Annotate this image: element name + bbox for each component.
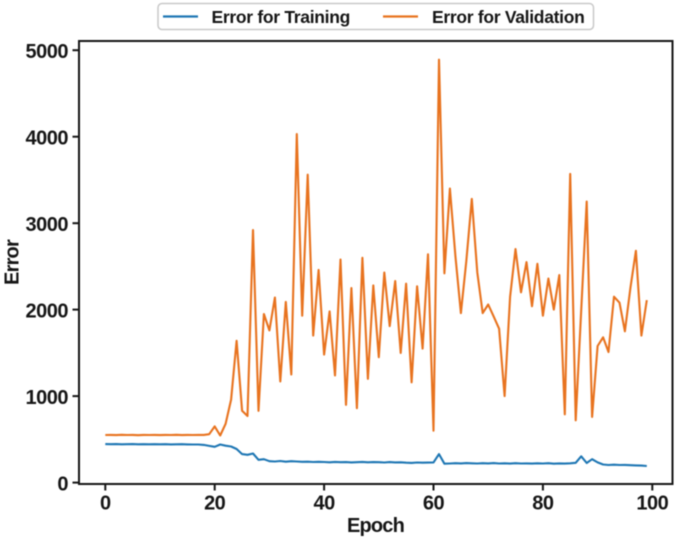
svg-text:0: 0 <box>100 493 111 515</box>
svg-text:Error: Error <box>2 239 24 285</box>
svg-text:80: 80 <box>532 493 554 515</box>
svg-text:20: 20 <box>204 493 226 515</box>
svg-text:Error for Training: Error for Training <box>212 7 351 27</box>
svg-text:100: 100 <box>636 493 668 515</box>
svg-text:1000: 1000 <box>26 387 69 409</box>
svg-text:4000: 4000 <box>26 128 69 150</box>
svg-text:5000: 5000 <box>26 41 69 63</box>
svg-text:0: 0 <box>57 474 68 496</box>
svg-text:3000: 3000 <box>26 214 69 236</box>
svg-text:Epoch: Epoch <box>347 515 404 536</box>
svg-text:Error for Validation: Error for Validation <box>432 7 585 27</box>
svg-text:2000: 2000 <box>26 301 69 323</box>
svg-text:40: 40 <box>313 493 335 515</box>
svg-text:60: 60 <box>423 493 445 515</box>
